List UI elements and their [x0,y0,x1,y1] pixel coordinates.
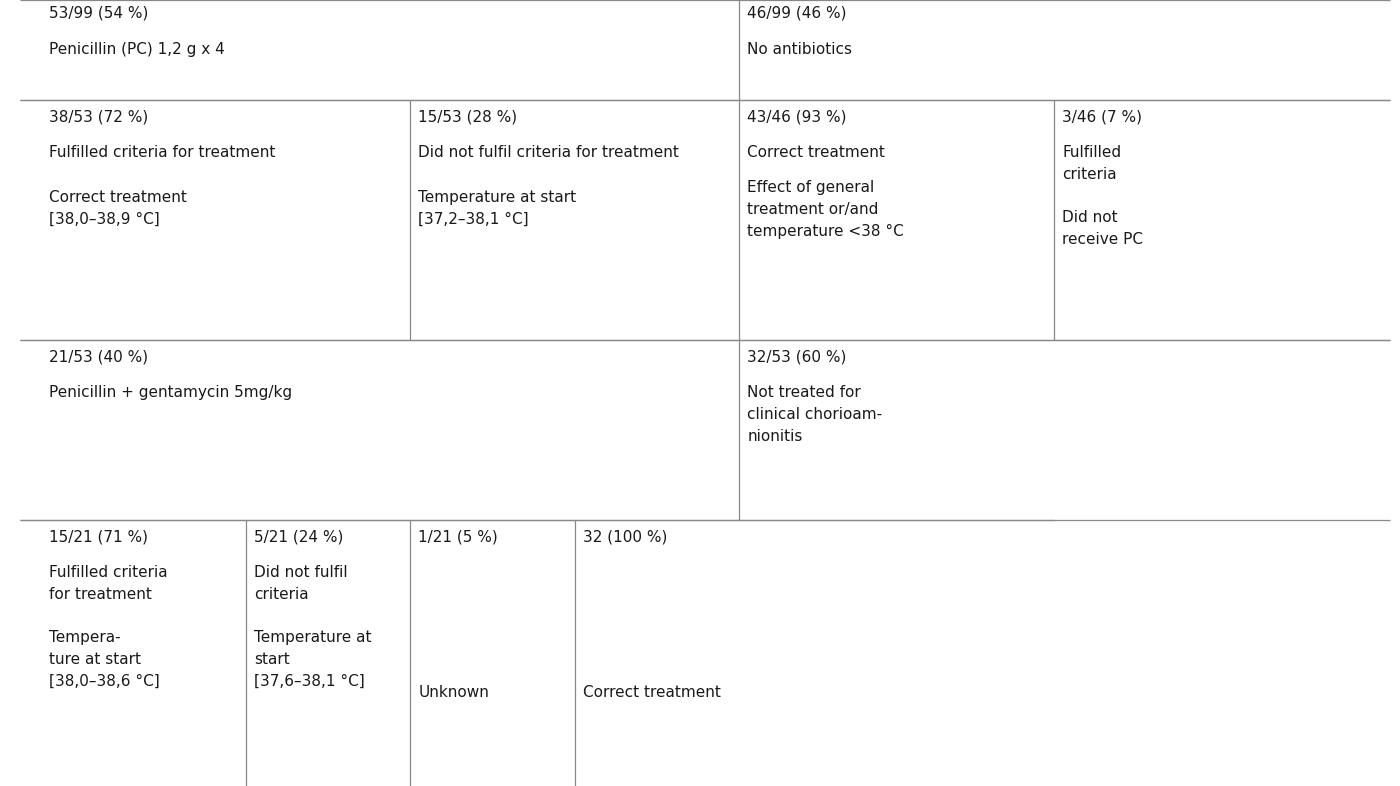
Text: Correct treatment: Correct treatment [49,190,186,205]
Text: 46/99 (46 %): 46/99 (46 %) [748,5,847,20]
Text: 21/53 (40 %): 21/53 (40 %) [49,350,147,365]
Text: Fulfilled: Fulfilled [1063,145,1121,160]
Text: start: start [253,652,290,667]
Text: receive PC: receive PC [1063,232,1144,247]
Text: [38,0–38,9 °C]: [38,0–38,9 °C] [49,212,160,227]
Text: 53/99 (54 %): 53/99 (54 %) [49,5,148,20]
Text: nionitis: nionitis [748,429,802,444]
Text: treatment or/and: treatment or/and [748,202,879,217]
Text: Penicillin (PC) 1,2 g x 4: Penicillin (PC) 1,2 g x 4 [49,42,224,57]
Text: Temperature at: Temperature at [253,630,371,645]
Text: Correct treatment: Correct treatment [748,145,885,160]
Text: criteria: criteria [253,587,308,602]
Text: criteria: criteria [1063,167,1117,182]
Text: Fulfilled criteria: Fulfilled criteria [49,565,167,580]
Text: Correct treatment: Correct treatment [582,685,721,700]
Text: Did not fulfil: Did not fulfil [253,565,347,580]
Text: temperature <38 °C: temperature <38 °C [748,224,904,239]
Text: Penicillin + gentamycin 5mg/kg: Penicillin + gentamycin 5mg/kg [49,385,291,400]
Text: Did not fulfil criteria for treatment: Did not fulfil criteria for treatment [419,145,679,160]
Text: Did not: Did not [1063,210,1119,225]
Text: Effect of general: Effect of general [748,180,875,195]
Text: 15/21 (71 %): 15/21 (71 %) [49,530,147,545]
Text: [38,0–38,6 °C]: [38,0–38,6 °C] [49,674,160,689]
Text: [37,2–38,1 °C]: [37,2–38,1 °C] [419,212,529,227]
Text: Unknown: Unknown [419,685,490,700]
Text: 1/21 (5 %): 1/21 (5 %) [419,530,498,545]
Text: No antibiotics: No antibiotics [748,42,853,57]
Text: Tempera-: Tempera- [49,630,120,645]
Text: [37,6–38,1 °C]: [37,6–38,1 °C] [253,674,365,689]
Text: 43/46 (93 %): 43/46 (93 %) [748,110,847,125]
Text: clinical chorioam-: clinical chorioam- [748,407,882,422]
Text: ture at start: ture at start [49,652,140,667]
Text: Fulfilled criteria for treatment: Fulfilled criteria for treatment [49,145,274,160]
Text: Temperature at start: Temperature at start [419,190,577,205]
Text: 3/46 (7 %): 3/46 (7 %) [1063,110,1142,125]
Text: 5/21 (24 %): 5/21 (24 %) [253,530,343,545]
Text: 15/53 (28 %): 15/53 (28 %) [419,110,518,125]
Text: Not treated for: Not treated for [748,385,861,400]
Text: 32 (100 %): 32 (100 %) [582,530,668,545]
Text: 38/53 (72 %): 38/53 (72 %) [49,110,148,125]
Text: 32/53 (60 %): 32/53 (60 %) [748,350,847,365]
Text: for treatment: for treatment [49,587,151,602]
